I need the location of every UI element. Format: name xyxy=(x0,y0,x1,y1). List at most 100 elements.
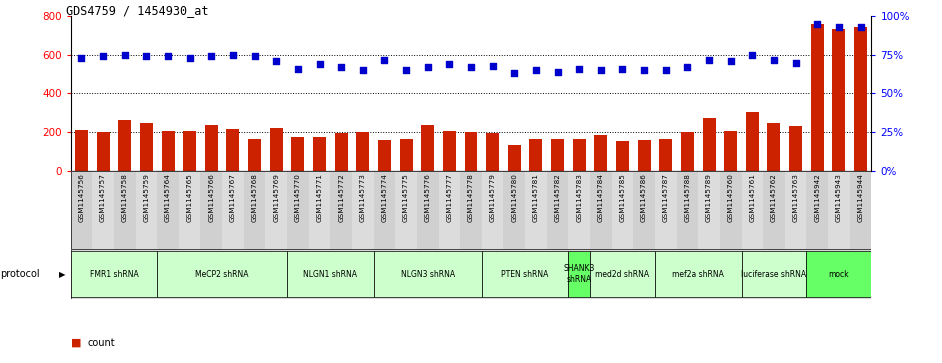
Text: GDS4759 / 1454930_at: GDS4759 / 1454930_at xyxy=(66,4,208,17)
Point xyxy=(73,55,89,61)
Text: ▶: ▶ xyxy=(59,270,66,278)
Bar xyxy=(331,171,352,249)
Bar xyxy=(724,131,738,171)
Bar xyxy=(439,171,461,249)
Bar xyxy=(248,139,261,171)
Point xyxy=(355,68,370,73)
Bar xyxy=(768,123,781,171)
Text: GSM1145777: GSM1145777 xyxy=(447,173,452,222)
Bar xyxy=(741,251,806,297)
Bar xyxy=(590,171,611,249)
Bar xyxy=(140,123,153,171)
Bar xyxy=(291,137,304,171)
Bar xyxy=(71,171,92,249)
Point xyxy=(723,58,739,64)
Text: GSM1145759: GSM1145759 xyxy=(143,173,150,222)
Bar xyxy=(119,121,131,171)
Bar xyxy=(611,171,633,249)
Bar xyxy=(503,171,525,249)
Point xyxy=(225,52,240,58)
Text: GSM1145785: GSM1145785 xyxy=(620,173,625,222)
Bar xyxy=(481,251,568,297)
Text: GSM1145770: GSM1145770 xyxy=(295,173,300,222)
Text: GSM1145944: GSM1145944 xyxy=(857,173,864,222)
Point xyxy=(398,68,414,73)
Point xyxy=(312,61,327,67)
Text: GSM1145769: GSM1145769 xyxy=(273,173,279,222)
Bar xyxy=(854,27,867,171)
Point xyxy=(485,63,500,69)
Text: PTEN shRNA: PTEN shRNA xyxy=(501,270,549,278)
Bar xyxy=(546,171,568,249)
Bar xyxy=(655,171,676,249)
Text: NLGN1 shRNA: NLGN1 shRNA xyxy=(303,270,357,278)
Text: GSM1145764: GSM1145764 xyxy=(165,173,171,222)
Bar xyxy=(573,139,586,171)
Bar xyxy=(828,171,850,249)
Bar xyxy=(659,139,673,171)
Text: FMR1 shRNA: FMR1 shRNA xyxy=(89,270,138,278)
Bar xyxy=(417,171,439,249)
Text: GSM1145761: GSM1145761 xyxy=(749,173,755,222)
Text: med2d shRNA: med2d shRNA xyxy=(595,270,650,278)
Bar xyxy=(97,132,109,171)
Point xyxy=(832,24,847,30)
Point xyxy=(377,57,392,62)
Bar xyxy=(136,171,157,249)
Bar xyxy=(529,139,543,171)
Bar xyxy=(157,251,287,297)
Text: mock: mock xyxy=(829,270,849,278)
Bar xyxy=(590,251,655,297)
Point xyxy=(745,52,760,58)
Text: GSM1145762: GSM1145762 xyxy=(771,173,777,222)
Text: ■: ■ xyxy=(71,338,81,348)
Text: GSM1145773: GSM1145773 xyxy=(360,173,365,222)
Text: GSM1145758: GSM1145758 xyxy=(122,173,128,222)
Bar xyxy=(157,171,179,249)
Bar xyxy=(741,171,763,249)
Point xyxy=(572,66,587,72)
Point xyxy=(767,57,782,62)
Bar xyxy=(486,133,499,171)
Text: GSM1145776: GSM1145776 xyxy=(425,173,430,222)
Text: SHANK3
shRNA: SHANK3 shRNA xyxy=(563,264,595,284)
Bar xyxy=(374,251,481,297)
Text: GSM1145774: GSM1145774 xyxy=(382,173,387,222)
Bar xyxy=(763,171,785,249)
Bar xyxy=(568,251,590,297)
Bar xyxy=(334,133,348,171)
Bar xyxy=(75,130,88,171)
Bar xyxy=(179,171,201,249)
Text: GSM1145760: GSM1145760 xyxy=(727,173,734,222)
Bar xyxy=(244,171,266,249)
Bar xyxy=(703,118,716,171)
Text: GSM1145784: GSM1145784 xyxy=(598,173,604,222)
Point xyxy=(117,52,132,58)
Text: GSM1145942: GSM1145942 xyxy=(814,173,820,222)
Point xyxy=(268,58,284,64)
Bar xyxy=(616,141,629,171)
Text: GSM1145788: GSM1145788 xyxy=(685,173,690,222)
Bar xyxy=(266,171,287,249)
Point xyxy=(810,21,825,27)
Text: mef2a shRNA: mef2a shRNA xyxy=(673,270,724,278)
Point xyxy=(333,64,349,70)
Bar xyxy=(461,171,481,249)
Bar xyxy=(481,171,503,249)
Point xyxy=(138,53,154,59)
Point xyxy=(702,57,717,62)
Text: protocol: protocol xyxy=(0,269,40,279)
Bar xyxy=(638,140,651,171)
Bar xyxy=(789,126,802,171)
Point xyxy=(442,61,457,67)
Bar xyxy=(551,139,564,171)
Bar xyxy=(806,251,871,297)
Text: GSM1145943: GSM1145943 xyxy=(836,173,842,222)
Bar xyxy=(811,24,823,171)
Point xyxy=(507,70,522,76)
Text: GSM1145782: GSM1145782 xyxy=(555,173,560,222)
Text: GSM1145763: GSM1145763 xyxy=(792,173,799,222)
Bar xyxy=(287,251,374,297)
Bar xyxy=(785,171,806,249)
Bar xyxy=(201,171,222,249)
